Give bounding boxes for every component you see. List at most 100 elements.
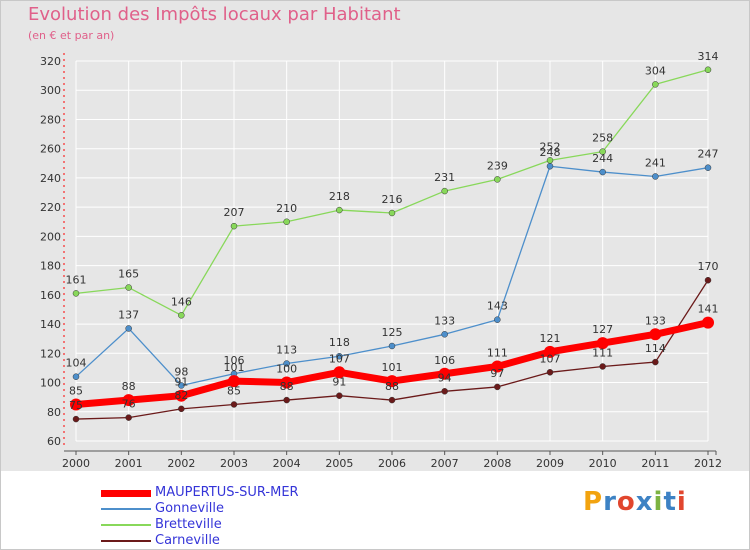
data-point [122, 394, 135, 407]
x-tick-label: 2010 [589, 457, 617, 470]
x-tick-label: 2003 [220, 457, 248, 470]
data-label: 210 [276, 202, 297, 215]
x-tick-label: 2007 [431, 457, 459, 470]
data-point [230, 401, 238, 408]
data-point [283, 396, 290, 404]
data-point [72, 290, 80, 297]
data-label: 111 [592, 346, 613, 359]
data-point [388, 342, 396, 350]
data-label: 101 [224, 361, 245, 374]
data-point [178, 382, 185, 389]
data-point [546, 157, 554, 164]
y-tick-label: 200 [40, 230, 61, 243]
data-point [336, 352, 343, 360]
logo-letter: r [603, 487, 617, 517]
data-label: 137 [118, 308, 139, 321]
data-point [125, 325, 132, 332]
data-label: 98 [174, 365, 188, 378]
data-label: 114 [645, 342, 666, 355]
data-label: 88 [122, 380, 136, 393]
data-point [283, 218, 290, 226]
data-label: 133 [434, 314, 455, 327]
legend-swatch [101, 540, 151, 542]
y-tick-label: 240 [40, 172, 61, 185]
logo-letter: i [653, 487, 664, 517]
y-tick-label: 120 [40, 347, 61, 360]
legend-label: Bretteville [155, 517, 222, 532]
proxiti-logo: Proxiti [583, 487, 687, 517]
data-point [228, 375, 240, 388]
x-tick-label: 2000 [62, 457, 90, 470]
data-label: 97 [490, 367, 504, 380]
legend-swatch [101, 524, 151, 526]
data-point [702, 316, 714, 329]
data-point [441, 187, 448, 195]
data-point [280, 376, 293, 389]
data-point [599, 148, 606, 155]
data-label: 216 [382, 193, 403, 206]
data-label: 241 [645, 156, 666, 169]
data-label: 121 [540, 332, 561, 345]
data-point [441, 331, 448, 338]
y-tick-label: 320 [40, 55, 61, 68]
data-point [652, 358, 659, 366]
data-label: 85 [227, 384, 241, 397]
data-label: 106 [434, 354, 455, 367]
data-label: 107 [540, 352, 561, 365]
data-point [386, 375, 398, 388]
data-point [544, 345, 556, 358]
data-point [388, 396, 396, 404]
y-tick-label: 140 [40, 318, 61, 331]
data-point [652, 81, 659, 88]
x-tick-label: 2005 [325, 457, 353, 470]
data-label: 141 [698, 303, 719, 316]
legend-label: MAUPERTUS-SUR-MER [155, 485, 299, 500]
data-point [72, 415, 80, 423]
data-label: 314 [698, 50, 719, 63]
data-label: 170 [698, 260, 719, 273]
data-point [441, 388, 448, 395]
data-label: 247 [698, 148, 719, 161]
logo-letter: x [635, 487, 654, 517]
x-tick-label: 2006 [378, 457, 406, 470]
data-label: 88 [385, 380, 399, 393]
data-point [125, 284, 132, 291]
data-label: 133 [645, 314, 666, 327]
y-tick-label: 80 [47, 406, 61, 419]
x-tick-label: 2001 [115, 457, 143, 470]
x-tick-label: 2009 [536, 457, 564, 470]
data-label: 91 [174, 376, 188, 389]
data-label: 304 [645, 64, 666, 77]
data-point [652, 173, 659, 180]
data-point [125, 414, 132, 421]
data-label: 100 [276, 363, 297, 376]
data-point [546, 369, 554, 376]
data-label: 91 [332, 376, 346, 389]
data-label: 76 [122, 398, 136, 411]
data-point [336, 206, 343, 214]
logo-letter: t [663, 487, 677, 517]
data-point [230, 222, 238, 230]
data-point [388, 209, 396, 217]
data-label: 111 [487, 346, 508, 359]
data-point [333, 366, 346, 379]
data-label: 161 [66, 273, 87, 286]
data-label: 125 [382, 326, 403, 339]
data-label: 244 [592, 152, 613, 165]
data-point [178, 312, 185, 319]
data-point [596, 337, 609, 350]
data-label: 82 [174, 389, 188, 402]
data-point [649, 328, 662, 341]
data-point [704, 276, 712, 284]
y-tick-label: 60 [47, 435, 61, 448]
data-point [599, 168, 606, 176]
logo-letter: i [676, 487, 687, 517]
data-label: 107 [329, 352, 350, 365]
data-label: 118 [329, 336, 350, 349]
data-point [175, 389, 188, 402]
data-point [494, 316, 501, 323]
chart-title: Evolution des Impôts locaux par Habitant [28, 4, 401, 25]
legend-swatch [101, 489, 151, 497]
data-label: 75 [69, 399, 83, 412]
